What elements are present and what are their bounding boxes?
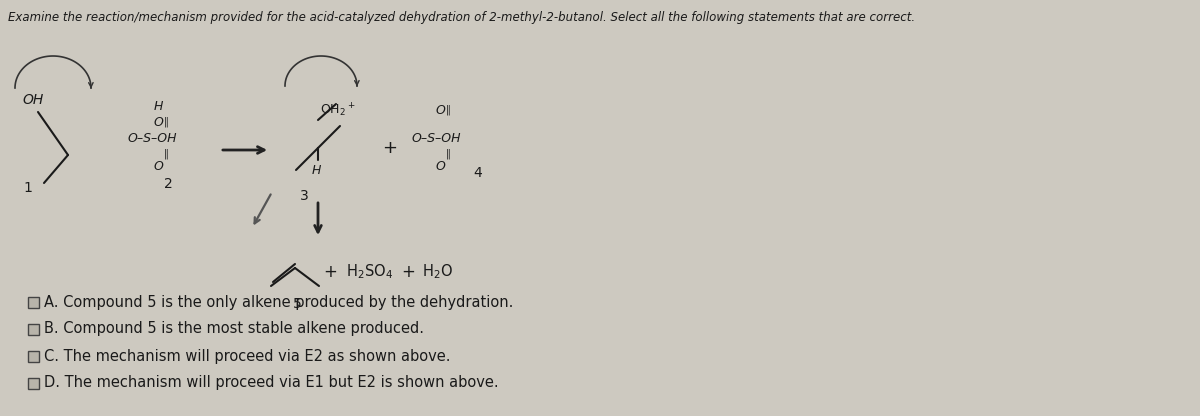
Text: Examine the reaction/mechanism provided for the acid-catalyzed dehydration of 2-: Examine the reaction/mechanism provided … [8, 11, 916, 24]
Text: O: O [436, 104, 445, 116]
Text: 1: 1 [24, 181, 32, 195]
Text: O: O [154, 159, 163, 173]
Text: O–S–OH: O–S–OH [128, 131, 178, 144]
Text: ‖: ‖ [446, 105, 451, 115]
Text: H$_2$SO$_4$: H$_2$SO$_4$ [346, 262, 392, 281]
Text: ‖: ‖ [446, 149, 451, 159]
Text: +: + [383, 139, 397, 157]
Text: H: H [154, 99, 163, 112]
Text: H: H [311, 163, 320, 176]
Text: O–S–OH: O–S–OH [412, 131, 462, 144]
Text: O: O [154, 116, 163, 129]
Text: OH$_2$$^+$: OH$_2$$^+$ [320, 102, 355, 119]
Text: ‖: ‖ [164, 117, 169, 127]
Text: B. Compound 5 is the most stable alkene produced.: B. Compound 5 is the most stable alkene … [44, 322, 424, 337]
Text: OH: OH [22, 93, 43, 107]
Text: 4: 4 [474, 166, 482, 180]
Text: O: O [436, 159, 445, 173]
Bar [28, 324, 38, 334]
Text: A. Compound 5 is the only alkene produced by the dehydration.: A. Compound 5 is the only alkene produce… [44, 295, 514, 310]
Text: 2: 2 [163, 177, 173, 191]
Bar [28, 297, 38, 307]
Text: ‖: ‖ [164, 149, 169, 159]
Text: 3: 3 [300, 189, 308, 203]
Text: H$_2$O: H$_2$O [422, 262, 452, 281]
Text: 5: 5 [293, 297, 301, 311]
Text: C. The mechanism will proceed via E2 as shown above.: C. The mechanism will proceed via E2 as … [44, 349, 450, 364]
Text: +: + [401, 263, 415, 281]
Bar [28, 377, 38, 389]
Text: +: + [323, 263, 337, 281]
Bar [28, 351, 38, 362]
Text: D. The mechanism will proceed via E1 but E2 is shown above.: D. The mechanism will proceed via E1 but… [44, 376, 499, 391]
